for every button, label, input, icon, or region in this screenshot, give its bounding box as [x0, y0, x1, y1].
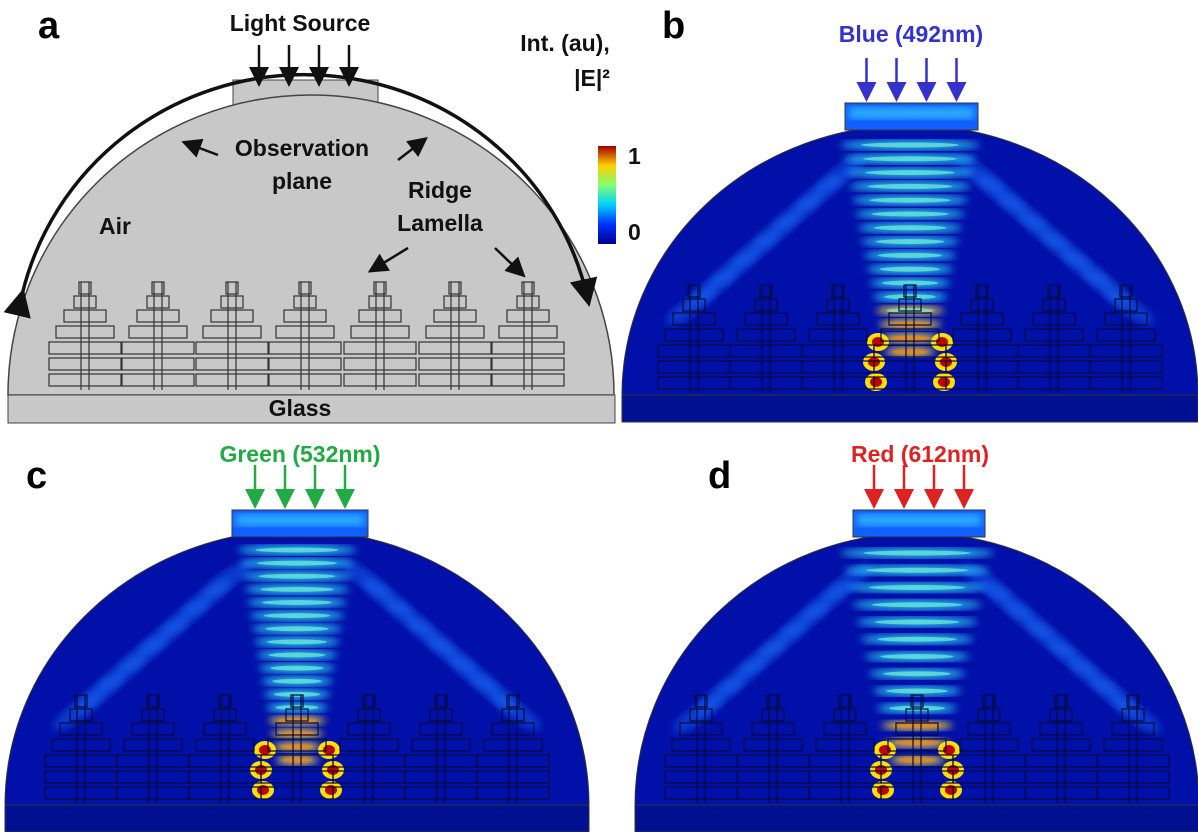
fringe-core — [888, 322, 931, 327]
fringe-core — [892, 723, 942, 728]
fringe-core — [893, 350, 928, 355]
panel-label: b — [662, 5, 685, 47]
fringe-core — [869, 585, 965, 590]
fringe-core — [880, 654, 953, 659]
fringe-core — [267, 639, 327, 644]
fringe-core — [878, 637, 957, 642]
fringe-core — [878, 253, 942, 258]
fringe-core — [876, 239, 945, 244]
fringe-core — [255, 548, 338, 553]
fringe-core — [880, 267, 940, 272]
source-glow — [849, 107, 974, 119]
glass-substrate — [635, 805, 1198, 832]
fringe-core — [269, 653, 326, 658]
panel-label: a — [38, 5, 60, 47]
colorbar-min: 0 — [628, 219, 641, 245]
fringe-core — [272, 679, 322, 684]
ridge-label: Ridge — [408, 177, 472, 203]
panel-a: a Light Source Observation plane Ridge L… — [8, 5, 641, 423]
hot-spot — [943, 745, 955, 755]
colorbar — [598, 146, 616, 244]
fringe-core — [866, 568, 968, 573]
figure: a Light Source Observation plane Ridge L… — [0, 0, 1198, 832]
fringe-core — [874, 225, 947, 230]
fringe-core — [886, 689, 948, 694]
fringe-core — [259, 574, 336, 579]
hot-spot — [323, 745, 335, 755]
fringe-core — [890, 336, 929, 341]
fringe-core — [898, 758, 937, 763]
air-label: Air — [99, 213, 131, 239]
fringe-core — [257, 561, 337, 566]
fringe-core — [872, 212, 949, 217]
fringe-core — [863, 551, 971, 556]
panel-label: c — [26, 455, 47, 497]
fringe-core — [865, 170, 955, 175]
ridge-label: Lamella — [397, 210, 483, 236]
colorbar-title: Int. (au), — [520, 30, 609, 56]
source-glow — [236, 514, 364, 526]
fringe-core — [875, 620, 960, 625]
fringe-core — [264, 613, 331, 618]
fringe-core — [895, 740, 939, 745]
fringe-core — [861, 143, 959, 148]
hot-spot — [938, 377, 950, 387]
fringe-core — [262, 600, 332, 605]
fringe-core — [863, 156, 957, 161]
field-panel — [622, 58, 1198, 422]
fringe-core — [883, 671, 950, 676]
field-panel — [5, 465, 589, 832]
panel-title: Red (612nm) — [851, 441, 989, 467]
observation-label: Observation — [235, 135, 369, 161]
panel-title: Blue (492nm) — [839, 21, 983, 47]
panel-label: d — [708, 455, 731, 497]
fringe-core — [867, 184, 952, 189]
glass-substrate — [5, 805, 589, 832]
observation-label: plane — [272, 168, 332, 194]
fringe-core — [872, 602, 962, 607]
fringe-core — [260, 587, 333, 592]
fringe-core — [282, 758, 312, 763]
hot-spot — [879, 745, 891, 755]
glass-label: Glass — [269, 395, 332, 421]
fringe-core — [270, 666, 323, 671]
fringe-core — [274, 692, 320, 697]
colorbar-max: 1 — [628, 143, 641, 169]
panel-title: Green (532nm) — [219, 441, 380, 467]
fringe-core — [265, 626, 328, 631]
source-glow — [857, 514, 981, 526]
fringe-core — [280, 744, 313, 749]
glass-substrate — [622, 395, 1198, 422]
colorbar-title: |E|² — [574, 65, 610, 91]
hot-spot — [870, 377, 882, 387]
source-label: Light Source — [230, 10, 371, 36]
fringe-core — [869, 198, 950, 203]
field-panel — [635, 465, 1198, 832]
hot-spot — [259, 745, 271, 755]
